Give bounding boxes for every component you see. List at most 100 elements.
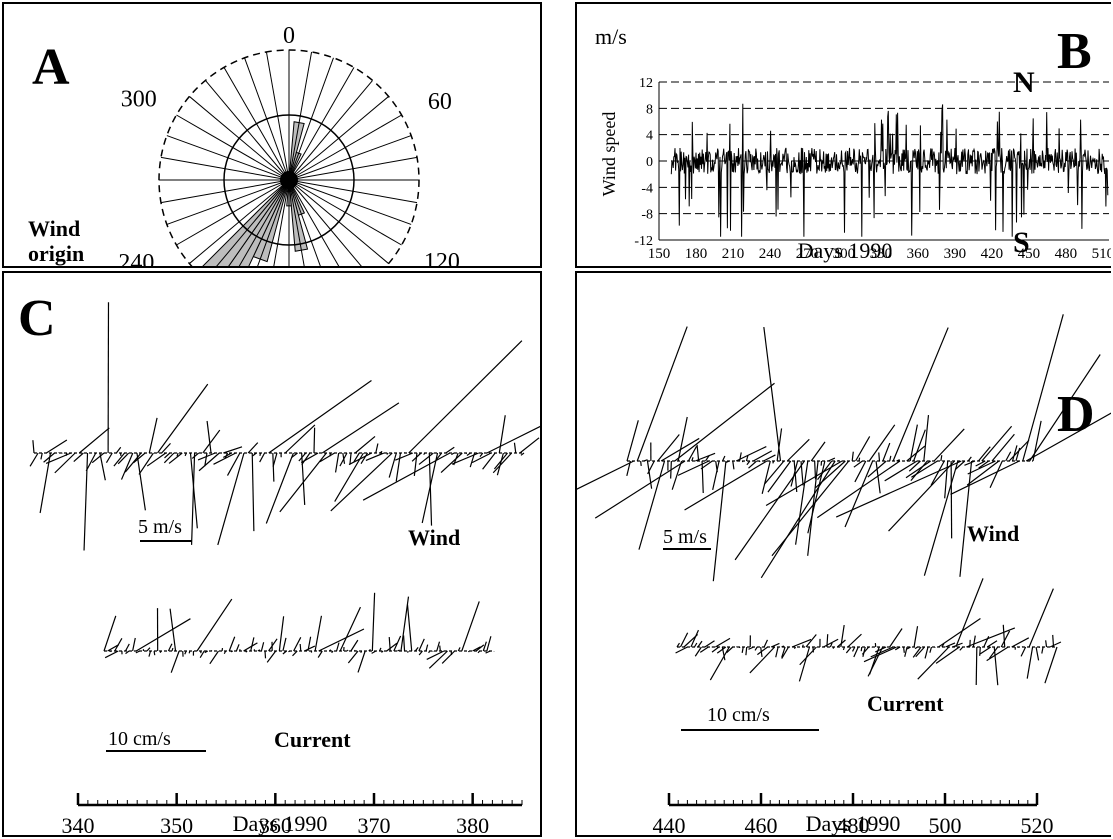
vector-stick <box>704 640 715 648</box>
vector-stick <box>198 452 220 472</box>
vector-stick <box>914 646 918 650</box>
vector-stick <box>485 650 491 654</box>
vector-stick <box>860 646 863 652</box>
vector-stick <box>711 646 720 653</box>
vector-stick <box>829 642 833 648</box>
vector-stick <box>461 601 480 652</box>
vector-stick <box>675 646 688 654</box>
vector-stick <box>735 446 767 462</box>
vector-stick <box>471 452 492 464</box>
vector-stick <box>704 455 710 462</box>
vector-stick <box>867 646 884 677</box>
rose-spoke <box>288 179 362 266</box>
vector-stick <box>767 460 792 493</box>
vector-stick <box>397 649 400 652</box>
vector-stick <box>1025 412 1111 462</box>
vector-stick <box>904 646 908 657</box>
vector-stick <box>991 433 1015 462</box>
vector-stick <box>300 452 319 464</box>
vector-stick <box>278 616 285 652</box>
vector-stick <box>445 446 455 454</box>
vector-stick <box>786 438 810 462</box>
vector-stick <box>975 460 986 467</box>
vector-stick <box>952 642 963 648</box>
vector-stick <box>226 452 241 476</box>
vector-stick <box>679 632 689 648</box>
vector-stick <box>153 650 156 656</box>
vector-stick <box>167 643 173 652</box>
vector-stick <box>477 650 481 654</box>
vector-stick <box>318 628 365 652</box>
vector-stick <box>54 452 76 474</box>
vector-stick <box>124 643 130 652</box>
vector-stick <box>687 446 698 462</box>
vector-stick <box>339 606 361 652</box>
vector-stick <box>291 452 298 459</box>
vector-stick <box>259 452 266 463</box>
vector-stick <box>671 460 683 490</box>
vector-stick <box>321 402 400 454</box>
vector-stick <box>146 452 167 467</box>
vector-stick <box>184 650 187 655</box>
wind-scale-label: 5 m/s <box>138 516 182 538</box>
vector-stick <box>46 439 68 454</box>
vector-stick <box>436 641 441 652</box>
vector-stick <box>411 452 422 462</box>
vector-stick <box>828 457 836 462</box>
vector-stick <box>748 646 754 650</box>
vector-stick <box>870 646 894 658</box>
x-axis: 440 460 480 500 520 <box>653 793 1054 835</box>
vector-stick <box>863 646 897 663</box>
compass-label-240: 240 <box>118 250 154 268</box>
vector-stick <box>439 645 441 652</box>
vector-stick <box>712 460 727 582</box>
vector-stick <box>726 646 734 654</box>
vector-stick <box>647 460 655 475</box>
vector-stick <box>972 635 976 648</box>
vector-stick <box>945 642 956 648</box>
vector-stick <box>844 460 874 528</box>
vector-stick <box>498 415 506 454</box>
vector-stick <box>339 452 348 467</box>
vector-stick <box>32 440 35 454</box>
wind-speed-line <box>670 103 1109 237</box>
vector-stick <box>832 646 835 649</box>
vector-stick <box>191 452 200 459</box>
vector-stick <box>451 452 455 456</box>
vector-stick <box>408 340 523 454</box>
vector-stick <box>1015 447 1021 462</box>
vector-stick <box>781 646 786 658</box>
vector-stick <box>835 460 962 518</box>
vector-stick <box>690 629 700 648</box>
vector-stick <box>204 650 209 654</box>
vector-stick <box>115 446 122 454</box>
vector-stick <box>913 429 926 462</box>
vector-stick <box>975 646 978 686</box>
panel-letter-a: A <box>32 39 70 96</box>
vector-stick <box>282 650 287 655</box>
vector-stick <box>643 459 648 462</box>
vector-stick <box>981 425 1013 462</box>
vector-stick <box>243 642 258 652</box>
vector-stick <box>1049 641 1062 648</box>
vector-stick <box>257 649 261 652</box>
vector-stick <box>73 452 84 463</box>
vector-stick <box>347 650 359 664</box>
vector-stick <box>1028 588 1054 648</box>
vector-stick <box>135 618 191 652</box>
vector-stick <box>878 452 881 462</box>
current-scale-label: 10 cm/s <box>707 704 770 726</box>
vector-stick <box>184 452 187 457</box>
vector-stick <box>346 649 349 652</box>
vector-stick <box>354 649 356 652</box>
vector-stick <box>884 460 918 482</box>
vector-stick <box>298 452 307 462</box>
vector-stick <box>677 460 710 476</box>
vectors-c-svg: C 5 m/s Wind 10 cm/s Current 340 350 360 37… <box>18 290 540 837</box>
vector-stick <box>105 452 113 464</box>
vector-stick <box>967 460 996 475</box>
vector-stick <box>905 460 931 479</box>
wind-label: Wind <box>967 521 1019 546</box>
x-tick-label: 360 <box>259 813 292 837</box>
vector-stick <box>793 646 797 649</box>
